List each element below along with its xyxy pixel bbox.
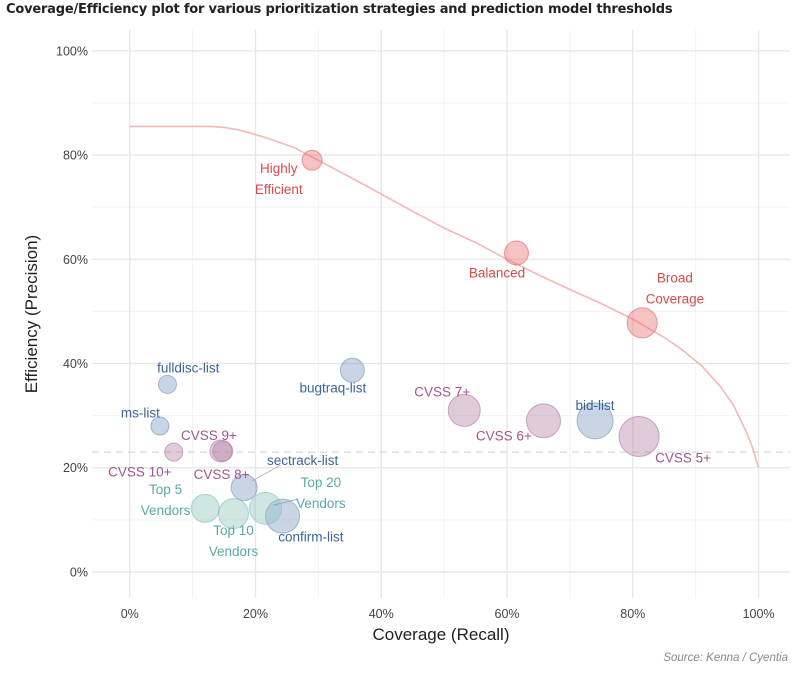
- point-ms-list: [150, 416, 170, 436]
- point-label-bugtraq-list: bugtraq-list: [299, 380, 366, 395]
- point-label-confirm-list: confirm-list: [278, 530, 344, 545]
- point-top-5-vendors: [190, 493, 220, 523]
- point-label-fulldisc-list: fulldisc-list: [157, 361, 220, 376]
- point-top-20-vendors: [249, 491, 283, 525]
- x-tick-label: 80%: [620, 607, 645, 621]
- point-cvss-10-: [164, 442, 184, 462]
- minor-gridlines: [92, 30, 790, 598]
- point-label-top-10-vendors: Top 10 Vendors: [209, 523, 259, 559]
- x-tick-label: 0%: [121, 607, 139, 621]
- model-threshold-curve: [129, 125, 760, 468]
- point-labels: Highly Efficient Balanced Broad Coverage full…: [108, 161, 711, 559]
- point-balanced: [503, 240, 529, 266]
- y-axis-title: Efficiency (Precision): [22, 235, 41, 393]
- point-cvss-8-: [212, 440, 234, 462]
- x-tick-label: 60%: [495, 607, 520, 621]
- point-fulldisc-list: [157, 374, 177, 394]
- x-tick-label: 40%: [369, 607, 394, 621]
- point-bid-list: [576, 402, 614, 440]
- point-label-cvss-9-: CVSS 9+: [181, 428, 237, 443]
- point-cvss-9-: [209, 439, 233, 463]
- x-tick-label: 20%: [243, 607, 268, 621]
- point-label-top-20-vendors: Top 20 Vendors: [296, 475, 346, 511]
- source-caption: Source: Kenna / Cyentia: [663, 652, 788, 664]
- point-label-cvss-10-: CVSS 10+: [108, 464, 172, 479]
- y-tick-label: 20%: [63, 461, 88, 475]
- y-tick-label: 100%: [56, 44, 88, 58]
- point-cvss-7-: [447, 393, 481, 427]
- point-label-cvss-7-: CVSS 7+: [414, 385, 470, 400]
- y-tick-label: 60%: [63, 253, 88, 267]
- point-label-balanced: Balanced: [469, 265, 525, 280]
- major-gridlines: [92, 30, 790, 598]
- point-label-ms-list: ms-list: [121, 405, 160, 420]
- point-label-cvss-8-: CVSS 8+: [194, 467, 250, 482]
- point-highly-efficient: [301, 149, 323, 171]
- label-leader: [252, 464, 281, 482]
- point-label-cvss-6-: CVSS 6+: [476, 428, 532, 443]
- y-tick-label: 80%: [63, 149, 88, 163]
- point-confirm-list: [265, 498, 301, 534]
- chart-title: Coverage/Efficiency plot for various pri…: [6, 2, 673, 17]
- point-label-broad-coverage: Broad Coverage: [646, 270, 705, 306]
- y-tick-label: 40%: [63, 357, 88, 371]
- point-label-top-5-vendors: Top 5 Vendors: [141, 482, 191, 518]
- axis-ticks: 0% 20% 40% 60% 80% 100% 0% 20% 40% 60% 80% 100%: [56, 44, 775, 621]
- x-axis-title: Coverage (Recall): [373, 625, 510, 644]
- y-tick-label: 0%: [70, 565, 88, 579]
- point-label-cvss-5-: CVSS 5+: [655, 450, 711, 465]
- point-cvss-6-: [525, 403, 561, 439]
- data-points: [150, 149, 660, 534]
- point-bugtraq-list: [339, 357, 365, 383]
- point-label-highly-efficient: Highly Efficient: [255, 161, 303, 197]
- x-tick-label: 100%: [743, 607, 775, 621]
- point-cvss-5-: [618, 415, 660, 457]
- point-label-sectrack-list: sectrack-list: [267, 453, 339, 468]
- point-broad-coverage: [626, 307, 658, 339]
- label-leader: [273, 498, 299, 506]
- point-label-bid-list: bid-list: [576, 398, 615, 413]
- point-sectrack-list: [230, 474, 258, 502]
